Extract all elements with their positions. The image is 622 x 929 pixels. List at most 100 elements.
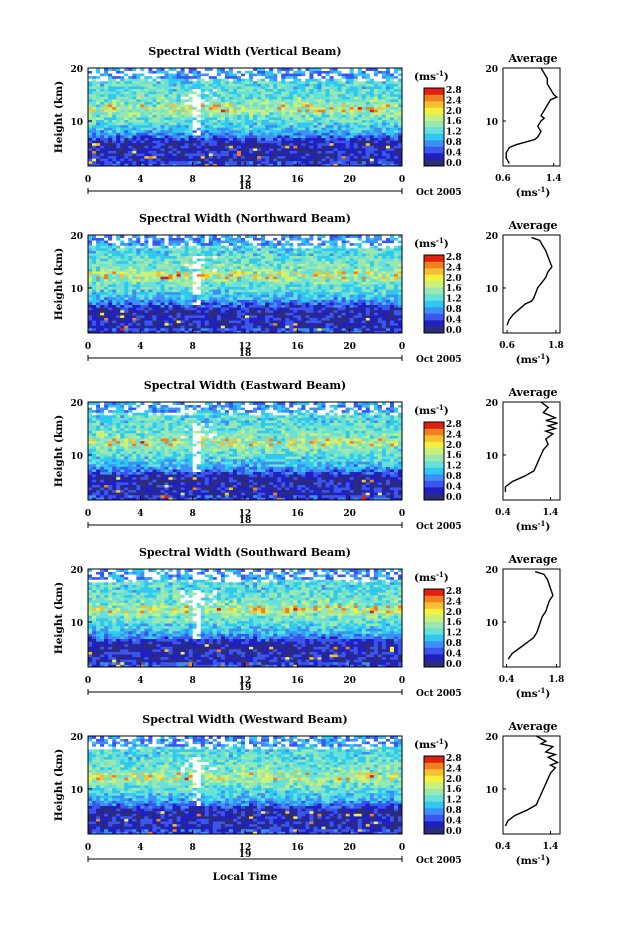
colorbar-swatch <box>424 756 444 763</box>
profile-line <box>504 735 560 827</box>
x-tick-label: 16 <box>291 175 304 185</box>
colorbar-tick-label: 0.8 <box>446 305 462 315</box>
colorbar-swatch <box>424 480 444 488</box>
colorbar-swatch <box>424 422 444 429</box>
profile-frame <box>502 735 561 835</box>
colorbar-frame <box>423 421 445 501</box>
colorbar-tick-label: 1.6 <box>446 785 462 795</box>
x-tick-label: 12 <box>239 676 252 686</box>
colorbar-swatch <box>424 274 444 282</box>
colorbar-swatch <box>424 634 444 642</box>
colorbar-unit: (ms-1) <box>414 69 449 83</box>
heatmap-cells <box>88 235 403 334</box>
colorbar-tick-label: 2.8 <box>446 420 462 430</box>
colorbar-swatch <box>424 647 444 655</box>
x-tick-label: 4 <box>137 509 143 519</box>
profile-y-tick-label: 20 <box>485 399 498 409</box>
colorbar-tick-label: 1.6 <box>446 618 462 628</box>
profile-title: Average <box>507 386 557 399</box>
colorbar-tick-label: 1.6 <box>446 284 462 294</box>
colorbar-swatch <box>424 114 444 121</box>
x-tick-label: 0 <box>399 342 405 352</box>
month-label: Oct 2005 <box>416 188 462 198</box>
x-tick-label: 0 <box>85 843 91 853</box>
month-label: Oct 2005 <box>416 522 462 532</box>
colorbar-swatch <box>424 641 444 648</box>
x-tick-label: 0 <box>399 175 405 185</box>
x-tick-label: 0 <box>85 175 91 185</box>
x-tick-label: 16 <box>291 342 304 352</box>
colorbar-swatch <box>424 326 444 334</box>
panel-title: Spectral Width (Westward Beam) <box>142 713 347 726</box>
x-axis-label: Local Time <box>213 871 278 883</box>
profile-title: Average <box>507 553 557 566</box>
colorbar-swatch <box>424 788 444 796</box>
profile-x-tick-label: 0.4 <box>499 675 515 685</box>
profile-title: Average <box>507 720 557 733</box>
colorbar-tick-label: 0.0 <box>446 159 462 169</box>
profile-y-tick-label: 20 <box>485 65 498 75</box>
colorbar-swatch <box>424 795 444 802</box>
profile-x-tick-label: 0.6 <box>495 174 511 184</box>
colorbar-tick-label: 2.8 <box>446 86 462 96</box>
colorbar-unit: (ms-1) <box>414 570 449 584</box>
colorbar-swatch <box>424 88 444 95</box>
date-label: 18 <box>239 182 252 192</box>
colorbar-swatch <box>424 454 444 462</box>
x-tick-label: 0 <box>85 509 91 519</box>
x-tick-label: 8 <box>190 342 196 352</box>
x-tick-label: 20 <box>343 175 356 185</box>
profile-title: Average <box>507 219 557 232</box>
colorbar-swatch <box>424 320 444 327</box>
colorbar-tick-label: 0.4 <box>446 816 462 826</box>
profile-x-tick-label: 1.8 <box>549 675 565 685</box>
x-tick-label: 20 <box>343 509 356 519</box>
average-profile: Average 20 10 0.4 1.4(ms-1) <box>485 720 561 867</box>
profile-x-tick-label: 0.4 <box>495 508 511 518</box>
colorbar: 2.82.42.01.61.20.80.40.0 (ms-1) <box>414 236 462 336</box>
x-tick-label: 8 <box>190 843 196 853</box>
colorbar-swatch <box>424 808 444 815</box>
colorbar-tick-label: 0.8 <box>446 472 462 482</box>
y-tick-label: 20 <box>70 65 83 75</box>
colorbar-frame <box>423 87 445 167</box>
profile-x-tick-label: 1.4 <box>543 508 559 518</box>
colorbar-swatch <box>424 133 444 141</box>
y-axis-label: Height (km) <box>53 248 65 320</box>
colorbar-tick-label: 0.0 <box>446 493 462 503</box>
colorbar: 2.82.42.01.61.20.80.40.0 (ms-1) <box>414 570 462 670</box>
x-tick-label: 0 <box>399 509 405 519</box>
x-tick-label: 16 <box>291 843 304 853</box>
panel-4: Spectral Width (Southward Beam) 20 10 Heigh… <box>53 546 564 700</box>
colorbar-tick-label: 1.2 <box>446 462 462 472</box>
colorbar-swatch <box>424 628 444 635</box>
colorbar-swatch <box>424 467 444 475</box>
average-profile: Average 20 10 0.6 1.4(ms-1) <box>485 52 561 199</box>
colorbar-tick-label: 0.4 <box>446 482 462 492</box>
colorbar-swatch <box>424 300 444 308</box>
y-tick-label: 20 <box>70 566 83 576</box>
colorbar-swatch <box>424 621 444 629</box>
colorbar: 2.82.42.01.61.20.80.40.0 (ms-1) <box>414 737 462 837</box>
colorbar-swatch <box>424 94 444 102</box>
colorbar-swatch <box>424 255 444 262</box>
profile-x-label: (ms-1) <box>516 185 551 199</box>
y-tick-label: 10 <box>70 452 83 462</box>
panel-title: Spectral Width (Northward Beam) <box>139 212 351 225</box>
colorbar-tick-label: 0.0 <box>446 827 462 837</box>
colorbar-swatch <box>424 127 444 134</box>
colorbar-swatch <box>424 801 444 809</box>
profile-x-tick-label: 1.4 <box>543 842 559 852</box>
profile-x-tick-label: 1.8 <box>548 341 564 351</box>
panel-3: Spectral Width (Eastward Beam) 20 10 Height… <box>53 379 561 533</box>
colorbar-swatch <box>424 461 444 468</box>
panel-title: Spectral Width (Eastward Beam) <box>144 379 346 392</box>
colorbar: 2.82.42.01.61.20.80.40.0 (ms-1) <box>414 403 462 503</box>
colorbar-tick-label: 0.8 <box>446 639 462 649</box>
profile-y-tick-label: 10 <box>485 619 498 629</box>
x-tick-label: 4 <box>137 676 143 686</box>
profile-y-tick-label: 10 <box>485 118 498 128</box>
colorbar-tick-label: 1.2 <box>446 796 462 806</box>
x-tick-label: 16 <box>291 509 304 519</box>
